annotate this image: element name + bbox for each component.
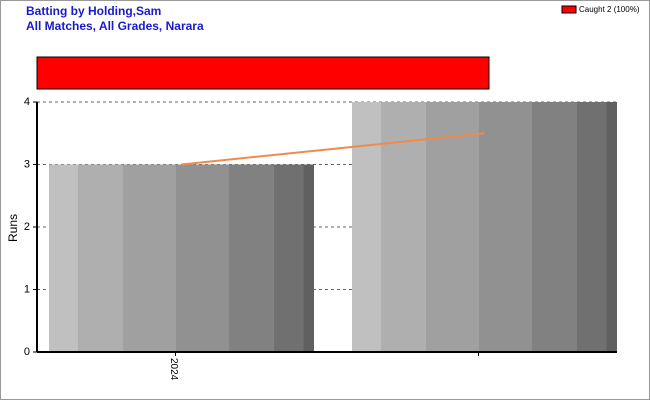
dismissal-bar xyxy=(36,56,490,90)
legend-swatch xyxy=(561,5,577,14)
y-tick-label: 1 xyxy=(24,283,30,295)
bar xyxy=(352,102,617,352)
legend-label: Caught 2 (100%) xyxy=(579,5,640,14)
line xyxy=(181,132,485,166)
x-tick-label: 2024 xyxy=(168,358,179,381)
chart-title: Batting by Holding,Sam xyxy=(26,4,161,18)
y-axis-label: Runs xyxy=(6,214,20,242)
chart-subtitle: All Matches, All Grades, Narara xyxy=(26,19,204,33)
y-tick-label: 3 xyxy=(24,158,30,170)
y-tick-label: 2 xyxy=(24,221,30,233)
y-tick-label: 0 xyxy=(24,346,30,358)
y-tick-label: 4 xyxy=(24,96,30,108)
bar xyxy=(49,164,314,352)
